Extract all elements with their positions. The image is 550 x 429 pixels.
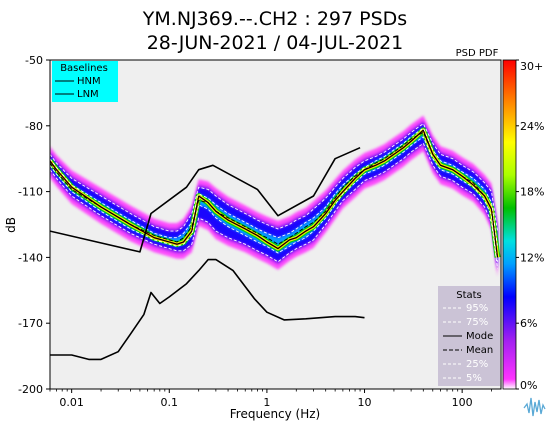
x-axis-label: Frequency (Hz) bbox=[230, 407, 321, 421]
stat-line-5pct bbox=[50, 142, 498, 269]
colorbar-tick-label: 6% bbox=[520, 317, 537, 330]
colorbar-ticks: 0% 6% 12% 18% 24% 30+ bbox=[516, 59, 544, 392]
stat-line-mean bbox=[50, 131, 498, 258]
baseline-hnm bbox=[50, 146, 361, 253]
stats-item-75: 75% bbox=[466, 317, 488, 328]
colorbar-tick-label: 0% bbox=[520, 379, 537, 392]
stats-legend: Stats 95% 75% Mode Mean 25% 5% bbox=[438, 286, 500, 386]
stat-lines bbox=[50, 123, 499, 269]
x-tick-label: 100 bbox=[452, 396, 473, 409]
waveform-logo-icon bbox=[522, 397, 548, 422]
x-tick-label: 0.1 bbox=[161, 396, 179, 409]
stats-item-mode: Mode bbox=[466, 331, 493, 342]
stats-item-25: 25% bbox=[466, 359, 488, 370]
y-axis-label: dB bbox=[4, 217, 18, 233]
x-tick-label: 0.01 bbox=[59, 396, 84, 409]
colorbar-tick-label: 18% bbox=[520, 186, 544, 199]
x-tick-label: 10 bbox=[358, 396, 372, 409]
stats-item-95: 95% bbox=[466, 303, 488, 314]
x-tick-label: 1 bbox=[263, 396, 270, 409]
y-tick-label: -170 bbox=[18, 317, 43, 330]
baselines-legend: Baselines HNM LNM bbox=[52, 61, 118, 102]
chart-title-line2: 28-JUN-2021 / 04-JUL-2021 bbox=[147, 32, 404, 54]
colorbar-title: PSD PDF bbox=[456, 48, 499, 59]
y-tick-label: -110 bbox=[18, 186, 43, 199]
colorbar bbox=[502, 59, 517, 390]
y-tick-label: -80 bbox=[25, 120, 43, 133]
legend-title: Baselines bbox=[60, 63, 108, 74]
x-axis: 0.01 0.1 1 10 100 bbox=[49, 389, 492, 409]
colorbar-tick-label: 30+ bbox=[520, 60, 543, 73]
stats-item-5: 5% bbox=[466, 373, 482, 384]
baseline-lines bbox=[50, 146, 365, 361]
colorbar-tick-label: 12% bbox=[520, 251, 544, 264]
y-tick-label: -200 bbox=[18, 383, 43, 396]
stat-line-25pct bbox=[50, 136, 498, 262]
stats-item-mean: Mean bbox=[466, 345, 493, 356]
legend-item-lnm: LNM bbox=[77, 89, 99, 100]
stat-line-75pct bbox=[50, 127, 498, 247]
y-axis: -50 -80 -110 -140 -170 -200 bbox=[18, 54, 50, 396]
stat-line-95pct bbox=[50, 123, 498, 232]
legend-item-hnm: HNM bbox=[77, 76, 101, 87]
baseline-lnm bbox=[50, 258, 365, 361]
y-tick-label: -50 bbox=[25, 54, 43, 67]
y-tick-label: -140 bbox=[18, 251, 43, 264]
stats-title: Stats bbox=[456, 290, 482, 301]
colorbar-tick-label: 24% bbox=[520, 120, 544, 133]
chart-title-line1: YM.NJ369.--.CH2 : 297 PSDs bbox=[142, 8, 407, 30]
